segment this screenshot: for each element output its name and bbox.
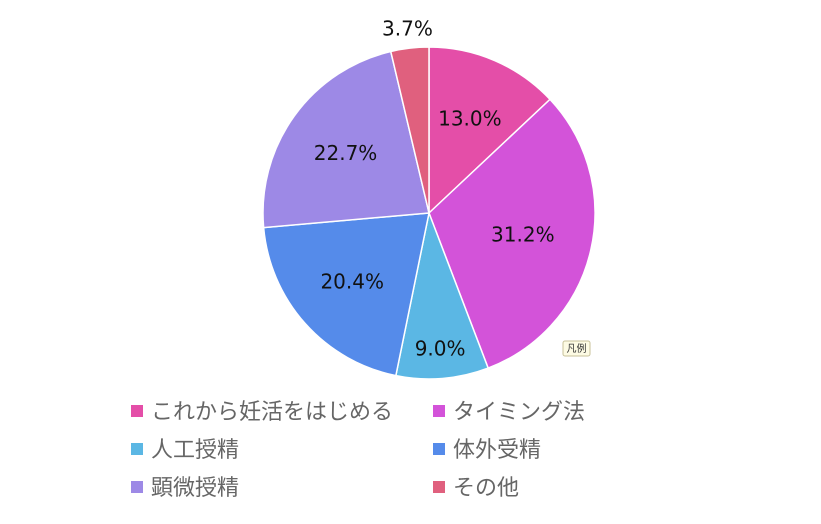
- legend-item-5[interactable]: その他: [433, 476, 519, 501]
- pie-percent-label-4: 22.7%: [314, 141, 378, 165]
- legend-swatch-3: [433, 443, 445, 455]
- legend-item-2[interactable]: 人工授精: [131, 438, 239, 463]
- legend-label-5: その他: [453, 476, 519, 501]
- legend-swatch-0: [131, 405, 143, 417]
- tooltip-box: [562, 340, 591, 357]
- legend-item-3[interactable]: 体外受精: [433, 438, 541, 463]
- legend-swatch-5: [433, 481, 445, 493]
- pie-slice-5[interactable]: [389, 46, 430, 214]
- pie-percent-label-0: 13.0%: [438, 107, 502, 131]
- pie-percent-labels: 13.0% 31.2% 9.0% 20.4% 22.7% 3.7%: [314, 16, 555, 360]
- legend-label-1: タイミング法: [453, 400, 585, 425]
- pie-percent-label-3: 20.4%: [320, 270, 384, 294]
- pie-percent-label-2: 9.0%: [415, 337, 466, 361]
- legend-label-3: 体外受精: [453, 438, 541, 463]
- legend-item-1[interactable]: タイミング法: [433, 400, 585, 425]
- legend-item-0[interactable]: これから妊活をはじめる: [131, 400, 393, 425]
- pie-slice-4[interactable]: [262, 50, 430, 229]
- pie-percent-label-1: 31.2%: [491, 223, 555, 247]
- pie-slice-3[interactable]: [262, 212, 430, 377]
- pie-slice-0[interactable]: [428, 46, 552, 215]
- legend-swatch-2: [131, 443, 143, 455]
- legend-swatch-1: [433, 405, 445, 417]
- legend-label-2: 人工授精: [151, 438, 239, 463]
- legend-label-0: これから妊活をはじめる: [151, 400, 393, 425]
- pie-slice-2[interactable]: [394, 210, 490, 380]
- pie-slice-1[interactable]: [428, 98, 596, 370]
- legend-item-4[interactable]: 顕微授精: [131, 476, 239, 501]
- pie-percent-label-5: 3.7%: [382, 16, 433, 40]
- tooltip-text: 凡例: [567, 342, 587, 355]
- legend-label-4: 顕微授精: [151, 476, 239, 501]
- legend-tooltip: 凡例: [562, 340, 591, 357]
- pie-slices: [262, 46, 596, 380]
- legend-swatch-4: [131, 481, 143, 493]
